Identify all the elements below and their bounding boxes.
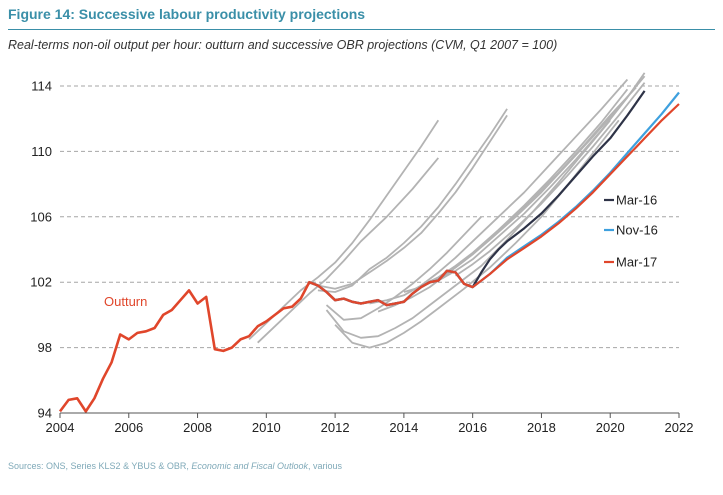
past-projection-line-4 [317,114,508,290]
series-line-mar-17 [308,103,680,307]
past-projection-line-6 [325,119,611,339]
outturn-label: Outturn [104,294,147,309]
past-projection-line-13 [454,82,646,277]
past-projection-line-3 [317,108,508,293]
past-projection-line-12 [437,72,646,282]
legend-label-nov-16: Nov-16 [616,223,658,238]
past-projection-line-9 [377,86,637,313]
y-tick-102: 102 [30,275,52,290]
x-tick-2022: 2022 [665,420,694,435]
past-projections [248,72,646,349]
past-projection-line-1 [248,119,440,341]
x-tick-2010: 2010 [252,420,281,435]
y-tick-110: 110 [31,144,52,159]
figure-title: Figure 14: Successive labour productivit… [8,6,366,22]
x-tick-2008: 2008 [183,420,212,435]
axes: 94 98 102 106 110 114 2004 2006 2008 2010 2012 2014… [30,79,693,436]
source-suffix: , various [307,461,342,471]
legend-label-mar-16: Mar-16 [616,193,657,208]
x-tick-2016: 2016 [458,420,487,435]
y-tick-114: 114 [31,79,52,94]
figure-subtitle: Real-terms non-oil output per hour: outt… [8,38,558,52]
source-prefix: Sources: [8,461,47,471]
series-line-mar-16 [308,90,646,307]
source-text: ONS, Series KLS2 & YBUS & OBR, [46,461,192,471]
x-tick-2006: 2006 [114,420,143,435]
x-tick-2020: 2020 [596,420,625,435]
past-projection-line-5 [325,216,482,321]
annotations: Mar-16 Nov-16 Mar-17 Outturn [104,193,658,310]
past-projection-line-8 [369,78,629,305]
x-tick-2012: 2012 [321,420,350,435]
x-tick-2018: 2018 [527,420,556,435]
source-italic: Economic and Fiscal Outlook [191,461,308,471]
x-tick-2004: 2004 [46,420,75,435]
x-tick-2014: 2014 [389,420,418,435]
y-tick-106: 106 [30,209,52,224]
past-projection-line-2 [257,157,439,344]
title-rule [8,29,715,30]
y-tick-98: 98 [38,340,52,355]
legend-label-mar-17: Mar-17 [616,255,657,270]
y-tick-94: 94 [38,406,52,421]
forecast-series [308,90,680,307]
source-note: Sources: ONS, Series KLS2 & YBUS & OBR, … [8,461,342,471]
